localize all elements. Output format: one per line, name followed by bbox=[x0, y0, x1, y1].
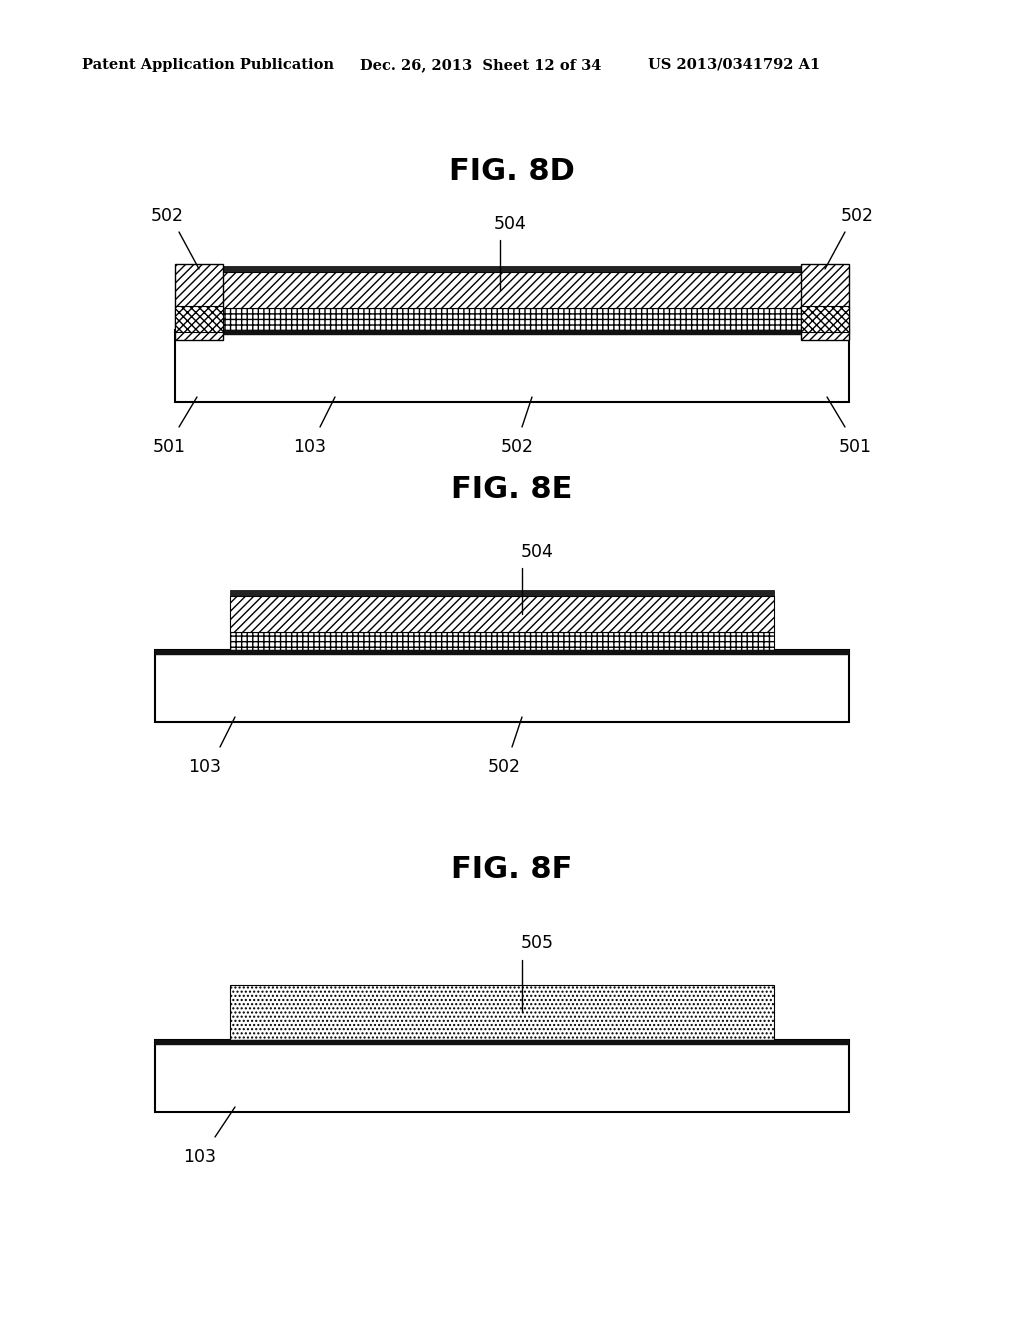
Text: FIG. 8D: FIG. 8D bbox=[450, 157, 574, 186]
Bar bbox=[155, 649, 849, 655]
Text: 501: 501 bbox=[839, 438, 871, 455]
Bar bbox=[801, 306, 849, 333]
Text: 103: 103 bbox=[294, 438, 327, 455]
Bar bbox=[801, 264, 849, 341]
Bar bbox=[155, 1040, 849, 1045]
Bar bbox=[155, 649, 849, 722]
Bar bbox=[175, 264, 223, 341]
Bar bbox=[175, 330, 849, 403]
Bar bbox=[155, 1040, 849, 1111]
Text: 501: 501 bbox=[153, 438, 185, 455]
Bar bbox=[217, 272, 807, 308]
Bar bbox=[175, 330, 849, 335]
Text: 502: 502 bbox=[841, 207, 873, 224]
Text: 502: 502 bbox=[151, 207, 183, 224]
Text: Dec. 26, 2013  Sheet 12 of 34: Dec. 26, 2013 Sheet 12 of 34 bbox=[360, 58, 601, 73]
Bar bbox=[217, 308, 807, 330]
Text: 103: 103 bbox=[183, 1148, 216, 1166]
Text: 502: 502 bbox=[487, 758, 520, 776]
Text: 504: 504 bbox=[494, 215, 526, 234]
Bar bbox=[230, 632, 774, 649]
Bar bbox=[175, 306, 223, 333]
Bar bbox=[230, 590, 774, 597]
Text: 502: 502 bbox=[501, 438, 534, 455]
Text: Patent Application Publication: Patent Application Publication bbox=[82, 58, 334, 73]
Text: FIG. 8F: FIG. 8F bbox=[452, 855, 572, 884]
Text: 504: 504 bbox=[520, 543, 553, 561]
Text: FIG. 8E: FIG. 8E bbox=[452, 475, 572, 504]
Bar bbox=[230, 597, 774, 632]
Bar bbox=[217, 267, 807, 272]
Text: 103: 103 bbox=[188, 758, 221, 776]
Bar bbox=[230, 985, 774, 1040]
Text: US 2013/0341792 A1: US 2013/0341792 A1 bbox=[648, 58, 820, 73]
Text: 505: 505 bbox=[520, 935, 554, 952]
